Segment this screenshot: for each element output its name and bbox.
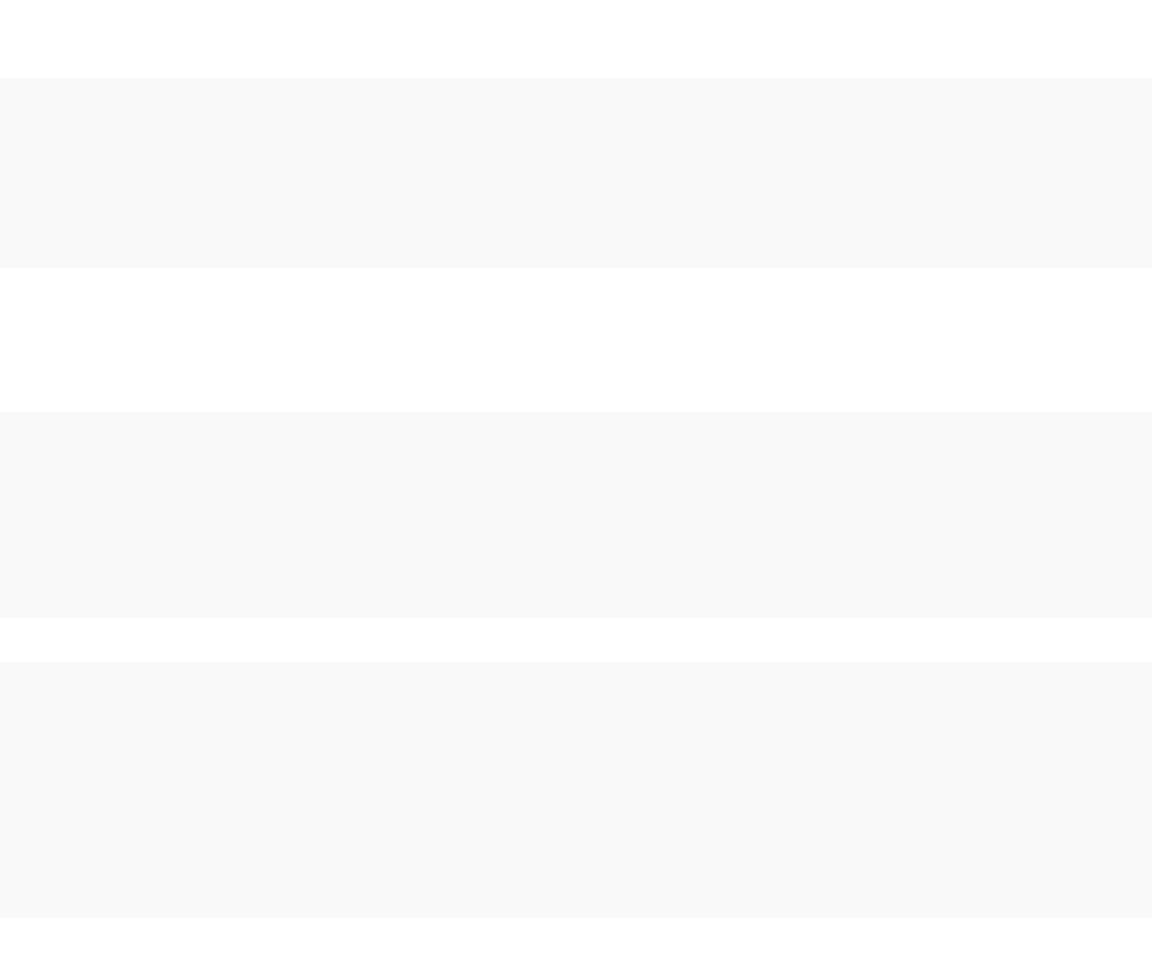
daily-forecast-strip <box>0 78 1152 268</box>
precipitation-chart <box>0 686 1152 876</box>
temperature-chart <box>0 412 1152 618</box>
page-header <box>0 0 1152 78</box>
bottom-spacer <box>0 918 1152 934</box>
precipitation-probability-row <box>0 876 1152 918</box>
precipitation-day-labels <box>0 662 1152 686</box>
precipitation-chart-panel <box>0 630 1152 918</box>
temperature-chart-title <box>0 378 1152 412</box>
precipitation-chart-title <box>0 630 1152 662</box>
temperature-chart-panel <box>0 378 1152 618</box>
spacer <box>0 268 1152 378</box>
spacer-2 <box>0 618 1152 630</box>
